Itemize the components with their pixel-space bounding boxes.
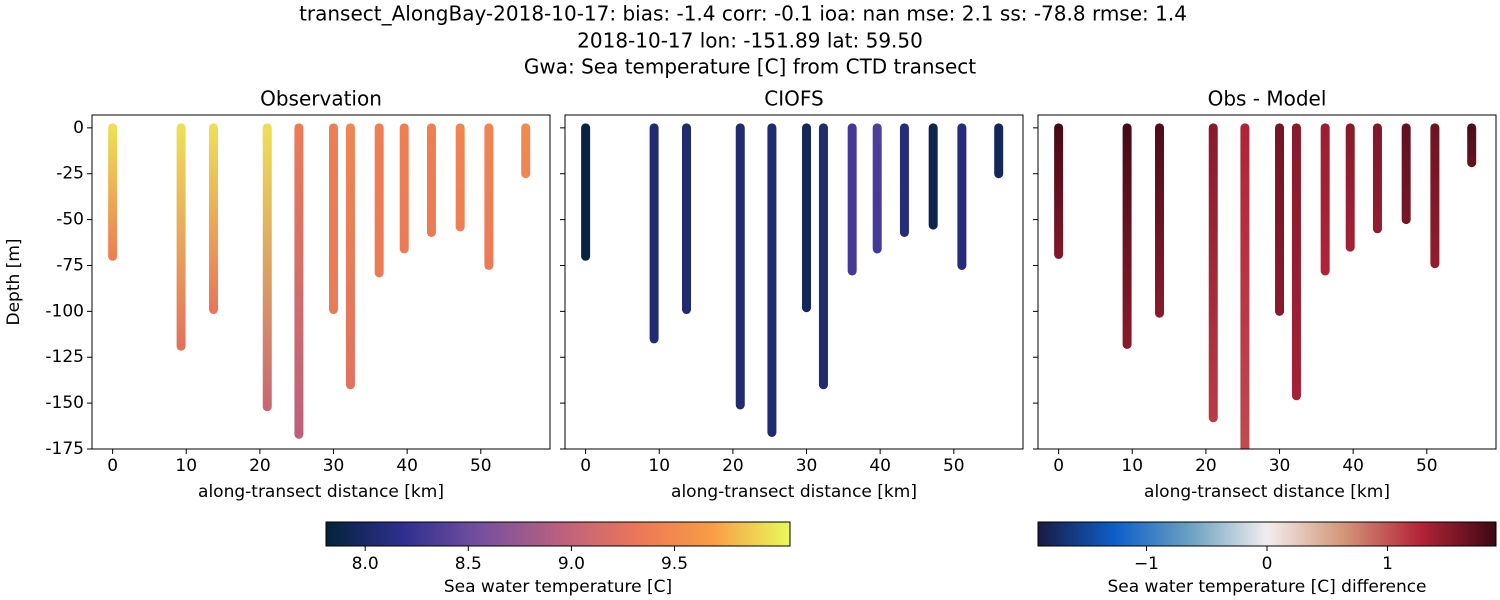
colorbar-tick-label: −1: [1134, 554, 1159, 574]
casts: [108, 123, 531, 439]
x-tick-label: 20: [722, 456, 744, 476]
x-tick-label: 50: [1416, 456, 1438, 476]
y-tick-label: -25: [56, 164, 84, 184]
colorbar-tick-label: 9.5: [661, 554, 688, 574]
y-tick-label: -100: [45, 301, 84, 321]
axes-frame: [1037, 114, 1497, 450]
x-tick-label: 30: [796, 456, 818, 476]
y-tick-label: -150: [45, 393, 84, 413]
x-tick-label: 50: [943, 456, 965, 476]
x-axis-label: along-transect distance [km]: [198, 482, 444, 502]
x-tick-label: 40: [1342, 456, 1364, 476]
colorbar-tick-label: 8.5: [455, 554, 482, 574]
y-tick-label: -50: [56, 210, 84, 230]
colorbar: [325, 521, 791, 547]
y-axis-label: Depth [m]: [4, 238, 24, 325]
suptitle-line: Gwa: Sea temperature [C] from CTD transe…: [524, 55, 976, 79]
y-tick-label: -125: [45, 347, 84, 367]
colorbar-tick-label: 8.0: [352, 554, 379, 574]
x-tick-label: 10: [175, 456, 197, 476]
y-tick-label: -75: [56, 255, 84, 275]
colorbar-tick-label: 1: [1382, 554, 1393, 574]
colorbar-label: Sea water temperature [C] difference: [1107, 577, 1426, 597]
colorbar-tick-label: 9.0: [558, 554, 585, 574]
x-tick-label: 0: [107, 456, 118, 476]
x-tick-label: 40: [396, 456, 418, 476]
colorbar: [1037, 521, 1497, 547]
panel-title: CIOFS: [764, 87, 823, 111]
x-tick-label: 20: [249, 456, 271, 476]
axes-frame: [91, 114, 551, 450]
panel-title: Observation: [260, 87, 382, 111]
x-tick-label: 50: [470, 456, 492, 476]
suptitle-line: transect_AlongBay-2018-10-17: bias: -1.4…: [299, 2, 1187, 26]
x-axis-label: along-transect distance [km]: [671, 482, 917, 502]
suptitle-line: 2018-10-17 lon: -151.89 lat: 59.50: [577, 29, 923, 53]
casts: [1054, 123, 1477, 449]
x-tick-label: 30: [323, 456, 345, 476]
colorbar-tick-label: 0: [1262, 554, 1273, 574]
y-tick-label: 0: [73, 118, 84, 138]
x-tick-label: 30: [1269, 456, 1291, 476]
colorbar-label: Sea water temperature [C]: [444, 577, 672, 597]
casts: [581, 123, 1004, 437]
panel-title: Obs - Model: [1208, 87, 1327, 111]
x-tick-label: 10: [648, 456, 670, 476]
y-tick-label: -175: [45, 439, 84, 459]
x-tick-label: 0: [580, 456, 591, 476]
x-tick-label: 0: [1053, 456, 1064, 476]
x-tick-label: 40: [869, 456, 891, 476]
axes-frame: [564, 114, 1024, 450]
x-tick-label: 10: [1121, 456, 1143, 476]
x-tick-label: 20: [1195, 456, 1217, 476]
x-axis-label: along-transect distance [km]: [1144, 482, 1390, 502]
